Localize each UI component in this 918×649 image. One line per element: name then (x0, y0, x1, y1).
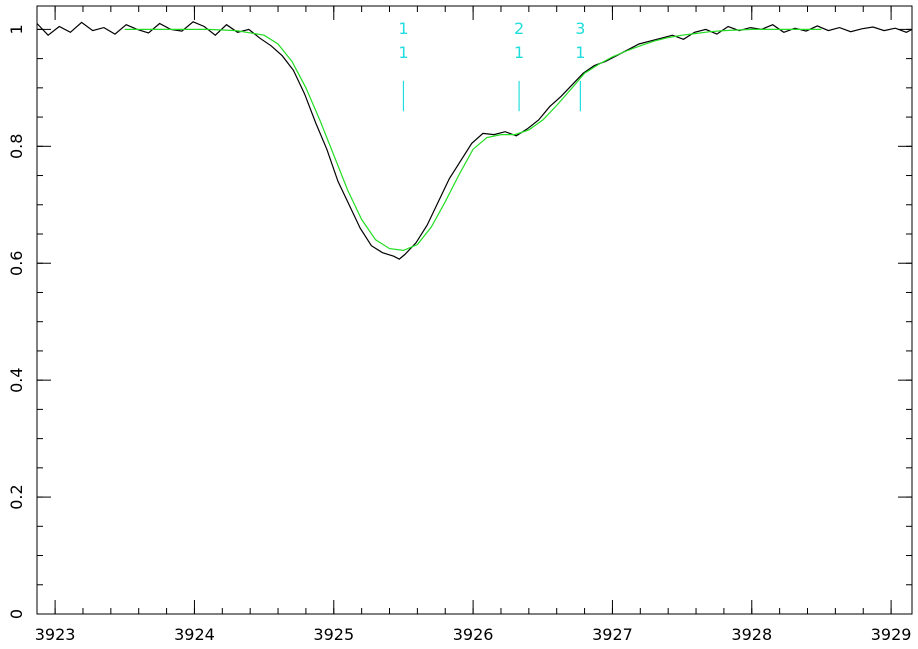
x-tick-label: 3925 (313, 625, 354, 644)
annotation-layer: 1 1 2 1 3 1 (398, 19, 585, 112)
x-tick-label: 3926 (453, 625, 494, 644)
observed-spectrum-line (36, 21, 913, 260)
x-tick-label: 3929 (871, 625, 912, 644)
y-tick-labels: 0 0.2 0.4 0.6 0.8 1 (7, 24, 26, 619)
component-marker-id: 2 (514, 19, 524, 38)
component-marker-id: 1 (398, 19, 408, 38)
component-marker-sub: 1 (398, 43, 408, 62)
plot-frame (36, 5, 913, 615)
x-tick-label: 3927 (592, 625, 633, 644)
series-layer (36, 21, 913, 260)
y-tick-label: 0.6 (7, 251, 26, 276)
component-marker-sub: 1 (575, 43, 585, 62)
y-tick-label: 0.4 (7, 367, 26, 392)
y-tick-label: 0.8 (7, 134, 26, 159)
component-marker-sub: 1 (514, 43, 524, 62)
y-tick-label: 0 (7, 609, 26, 619)
y-tick-label: 1 (7, 24, 26, 34)
component-marker-id: 3 (575, 19, 585, 38)
y-tick-label: 0.2 (7, 484, 26, 509)
x-tick-label: 3924 (174, 625, 215, 644)
model-fit-line (124, 28, 822, 252)
x-tick-label: 3923 (35, 625, 76, 644)
x-tick-label: 3928 (731, 625, 772, 644)
x-tick-labels: 3923 3924 3925 3926 3927 3928 3929 (35, 625, 912, 644)
